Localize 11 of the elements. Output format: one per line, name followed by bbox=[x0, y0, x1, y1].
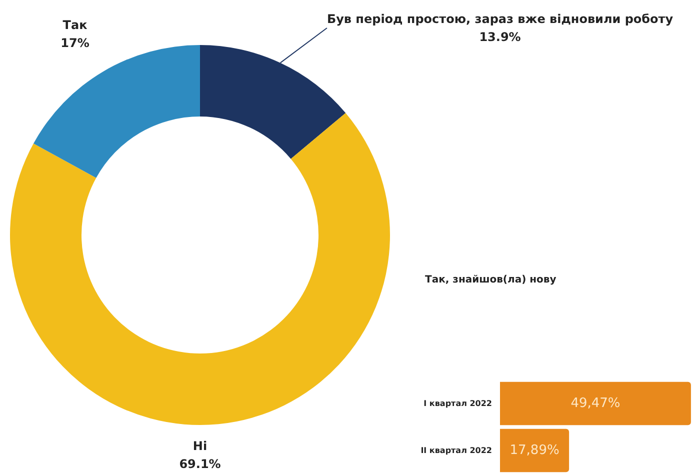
data-label: 17,89% bbox=[510, 443, 560, 458]
y-tick-label: I квартал 2022 bbox=[424, 399, 492, 408]
slice-label: Ні bbox=[192, 439, 208, 453]
data-label: 17% bbox=[60, 36, 90, 50]
data-label: 49,47% bbox=[570, 396, 620, 411]
data-label: 13.9% bbox=[479, 30, 521, 44]
y-tick-label: II квартал 2022 bbox=[420, 446, 492, 455]
slice-label: Так bbox=[62, 18, 88, 32]
slice-label: Був період простою, зараз вже відновили роботу bbox=[326, 12, 674, 26]
data-label: 69.1% bbox=[179, 457, 221, 471]
chart-title: Так, знайшов(ла) нову bbox=[425, 274, 557, 286]
